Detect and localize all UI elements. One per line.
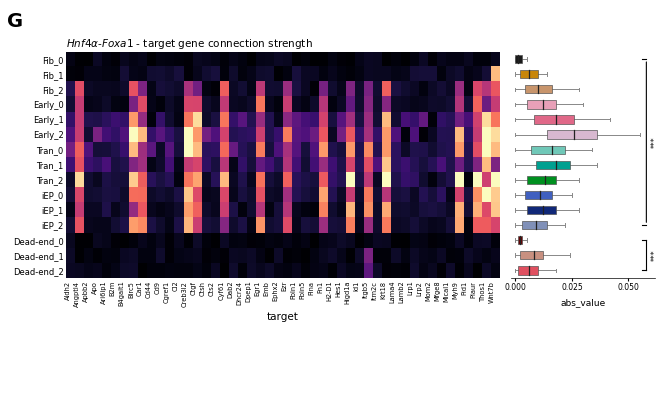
Bar xyxy=(518,266,538,274)
Bar xyxy=(516,55,522,63)
X-axis label: target: target xyxy=(267,312,299,322)
Bar xyxy=(532,146,565,154)
Bar xyxy=(534,116,574,123)
Bar xyxy=(527,176,556,184)
Bar xyxy=(527,206,556,214)
Bar xyxy=(536,161,569,169)
Text: $\mathit{Hnf4\alpha}$-$\mathit{Foxa1}$ - target gene connection strength: $\mathit{Hnf4\alpha}$-$\mathit{Foxa1}$ -… xyxy=(66,37,313,52)
Bar xyxy=(524,191,551,199)
Text: G: G xyxy=(7,12,23,31)
Text: ***: *** xyxy=(651,249,660,261)
Bar xyxy=(547,131,596,139)
Bar xyxy=(524,85,551,93)
Bar xyxy=(527,100,556,108)
Bar xyxy=(522,221,547,229)
Bar xyxy=(520,70,538,78)
Text: ***: *** xyxy=(651,136,660,148)
Bar xyxy=(518,236,522,244)
X-axis label: abs_value: abs_value xyxy=(561,298,606,307)
Bar xyxy=(520,251,543,259)
